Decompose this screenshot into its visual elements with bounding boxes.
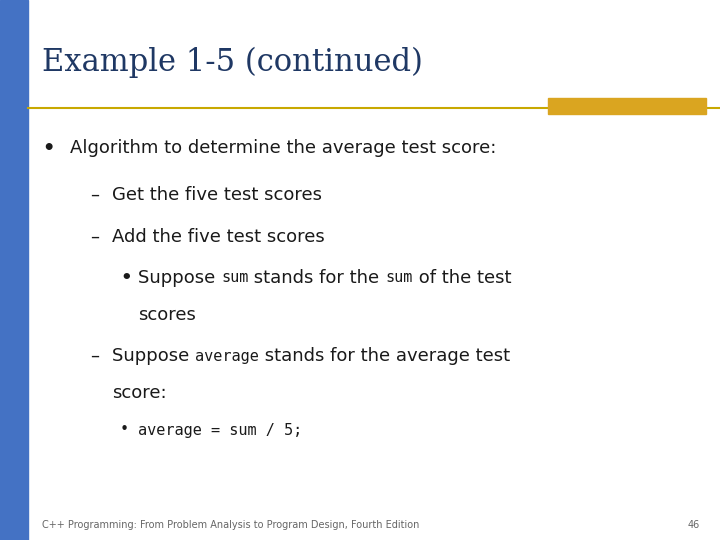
Text: –: – [90,186,99,204]
Text: sum: sum [385,271,413,286]
Text: C++ Programming: From Problem Analysis to Program Design, Fourth Edition: C++ Programming: From Problem Analysis t… [42,520,419,530]
Text: of the test: of the test [413,269,511,287]
Text: Suppose: Suppose [138,269,221,287]
Text: sum: sum [221,271,248,286]
Text: average: average [195,348,259,363]
Text: score:: score: [112,384,166,402]
Text: Add the five test scores: Add the five test scores [112,228,325,246]
Text: •: • [120,269,132,287]
Text: •: • [120,422,129,437]
Bar [0,0,28,540]
Text: 46: 46 [688,520,700,530]
Text: Get the five test scores: Get the five test scores [112,186,322,204]
Text: •: • [42,138,55,158]
Text: Algorithm to determine the average test score:: Algorithm to determine the average test … [70,139,496,157]
Text: stands for the: stands for the [248,269,385,287]
Bar [548,98,706,114]
Text: scores: scores [138,306,196,324]
Text: –: – [90,228,99,246]
Text: Example 1-5 (continued): Example 1-5 (continued) [42,46,423,78]
Text: Suppose: Suppose [112,347,195,365]
Text: –: – [90,347,99,365]
Text: stands for the average test: stands for the average test [259,347,510,365]
Text: average = sum / 5;: average = sum / 5; [138,422,302,437]
